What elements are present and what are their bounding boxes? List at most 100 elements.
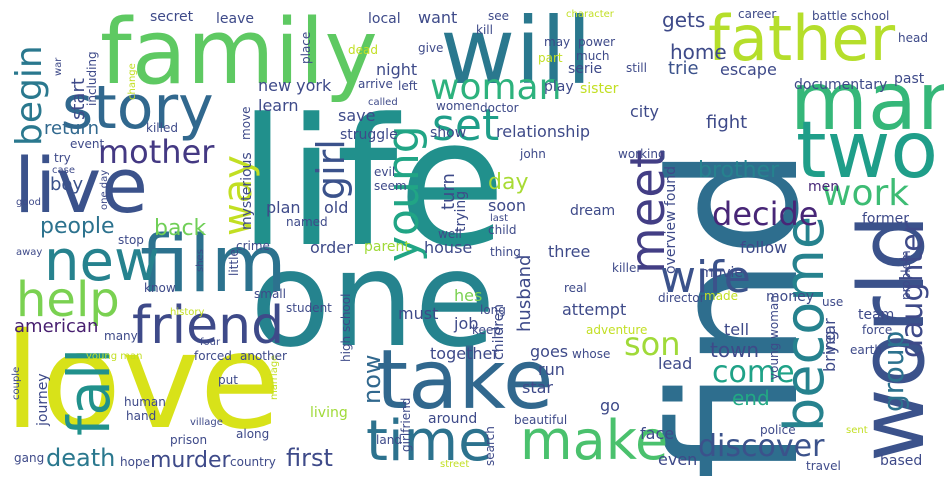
word-gang: gang <box>14 451 45 465</box>
word-case: case <box>52 165 75 176</box>
word-save: save <box>338 106 376 125</box>
word-travel: travel <box>806 459 841 473</box>
word-night: night <box>376 60 418 79</box>
word-job: job <box>454 314 479 333</box>
word-end: end <box>732 386 770 410</box>
word-return: return <box>44 118 100 139</box>
word-gets: gets <box>662 8 706 32</box>
word-adventure: adventure <box>586 323 648 337</box>
word-power: power <box>578 35 616 49</box>
word-many: many <box>104 329 138 343</box>
word-one-day: one day <box>99 169 110 210</box>
word-four: four <box>200 337 221 348</box>
word-real: real <box>564 281 587 295</box>
word-history: history <box>170 307 205 318</box>
word-soon: soon <box>488 196 527 215</box>
word-war: war <box>53 57 64 76</box>
word-learn: learn <box>258 96 299 115</box>
word-fight: fight <box>706 112 748 133</box>
word-based: based <box>880 453 923 469</box>
word-around: around <box>428 411 478 427</box>
word-change: change <box>127 63 138 100</box>
word-man: man <box>790 55 944 148</box>
word-sent: sent <box>846 425 868 436</box>
word-money: money <box>766 289 814 305</box>
word-killed: killed <box>146 121 178 135</box>
word-john: john <box>520 147 546 161</box>
word-doctor: doctor <box>480 101 519 115</box>
word-house: house <box>424 238 473 257</box>
word-parent: parent <box>364 239 410 255</box>
word-forced: forced <box>194 349 232 363</box>
word-student: student <box>286 301 332 315</box>
word-women: women <box>436 99 480 113</box>
word-begin: begin <box>9 45 50 146</box>
word-made: made <box>704 289 739 303</box>
word-attempt: attempt <box>562 300 627 319</box>
word-group: group <box>877 330 910 412</box>
word-much: much <box>576 49 610 63</box>
word-trying: trying <box>453 190 469 232</box>
word-goes: goes <box>530 342 569 361</box>
word-named: named <box>286 215 328 229</box>
word-now: now <box>358 354 386 404</box>
word-couple: couple <box>11 366 22 400</box>
word-character: character <box>566 9 614 20</box>
word-work: work <box>822 173 910 214</box>
word-give: give <box>418 41 444 55</box>
word-face: face <box>640 424 675 443</box>
word-try: try <box>54 151 71 165</box>
word-live: live <box>14 141 148 230</box>
word-arrive: arrive <box>358 77 393 91</box>
word-sister: sister <box>580 81 619 97</box>
word-even: even <box>658 450 698 469</box>
word-serie: serie <box>568 61 603 77</box>
word-working: working <box>618 147 666 161</box>
word-young-woman: young woman <box>767 295 781 380</box>
word-human: human <box>124 395 166 409</box>
word-mysterious: mysterious <box>239 152 255 230</box>
word-land: land <box>376 433 402 447</box>
word-struggle: struggle <box>340 127 398 143</box>
word-another: another <box>240 349 287 363</box>
word-last: last <box>490 213 509 224</box>
word-overview-found: overview found <box>663 165 679 274</box>
word-lead: lead <box>658 354 693 373</box>
word-along: along <box>236 427 270 441</box>
word-part: part <box>538 51 563 65</box>
word-problem: problem <box>899 250 913 300</box>
word-day: day <box>488 170 529 195</box>
word-well: well <box>438 227 462 241</box>
word-stop: stop <box>118 233 144 247</box>
word-star: star <box>522 378 553 397</box>
word-may: may <box>544 35 571 49</box>
word-including: including <box>85 51 99 106</box>
word-hand: hand <box>126 409 157 423</box>
word-city: city <box>630 102 659 121</box>
word-evil: evil <box>374 165 396 179</box>
word-called: called <box>368 97 398 108</box>
word-old: old <box>324 198 349 217</box>
word-move: move <box>239 106 253 140</box>
word-put: put <box>218 373 238 387</box>
word-story: story <box>62 73 214 143</box>
word-living: living <box>310 405 348 421</box>
word-discover: discover <box>698 429 825 464</box>
word-know: know <box>144 281 176 295</box>
word-see: see <box>488 9 510 23</box>
word-together: together <box>430 344 499 363</box>
word-long: long <box>480 303 506 317</box>
word-home: home <box>670 40 727 64</box>
word-whose: whose <box>572 347 611 361</box>
word-will: will <box>440 0 592 105</box>
word-former: former <box>862 211 910 227</box>
word-beautiful: beautiful <box>514 413 568 427</box>
word-village: village <box>190 417 223 428</box>
word-keep: keep <box>472 323 501 337</box>
word-make: make <box>520 409 669 472</box>
word-hes: hes <box>454 286 483 305</box>
word-police: police <box>760 423 796 437</box>
word-still: still <box>626 61 647 75</box>
word-murder: murder <box>150 448 231 473</box>
